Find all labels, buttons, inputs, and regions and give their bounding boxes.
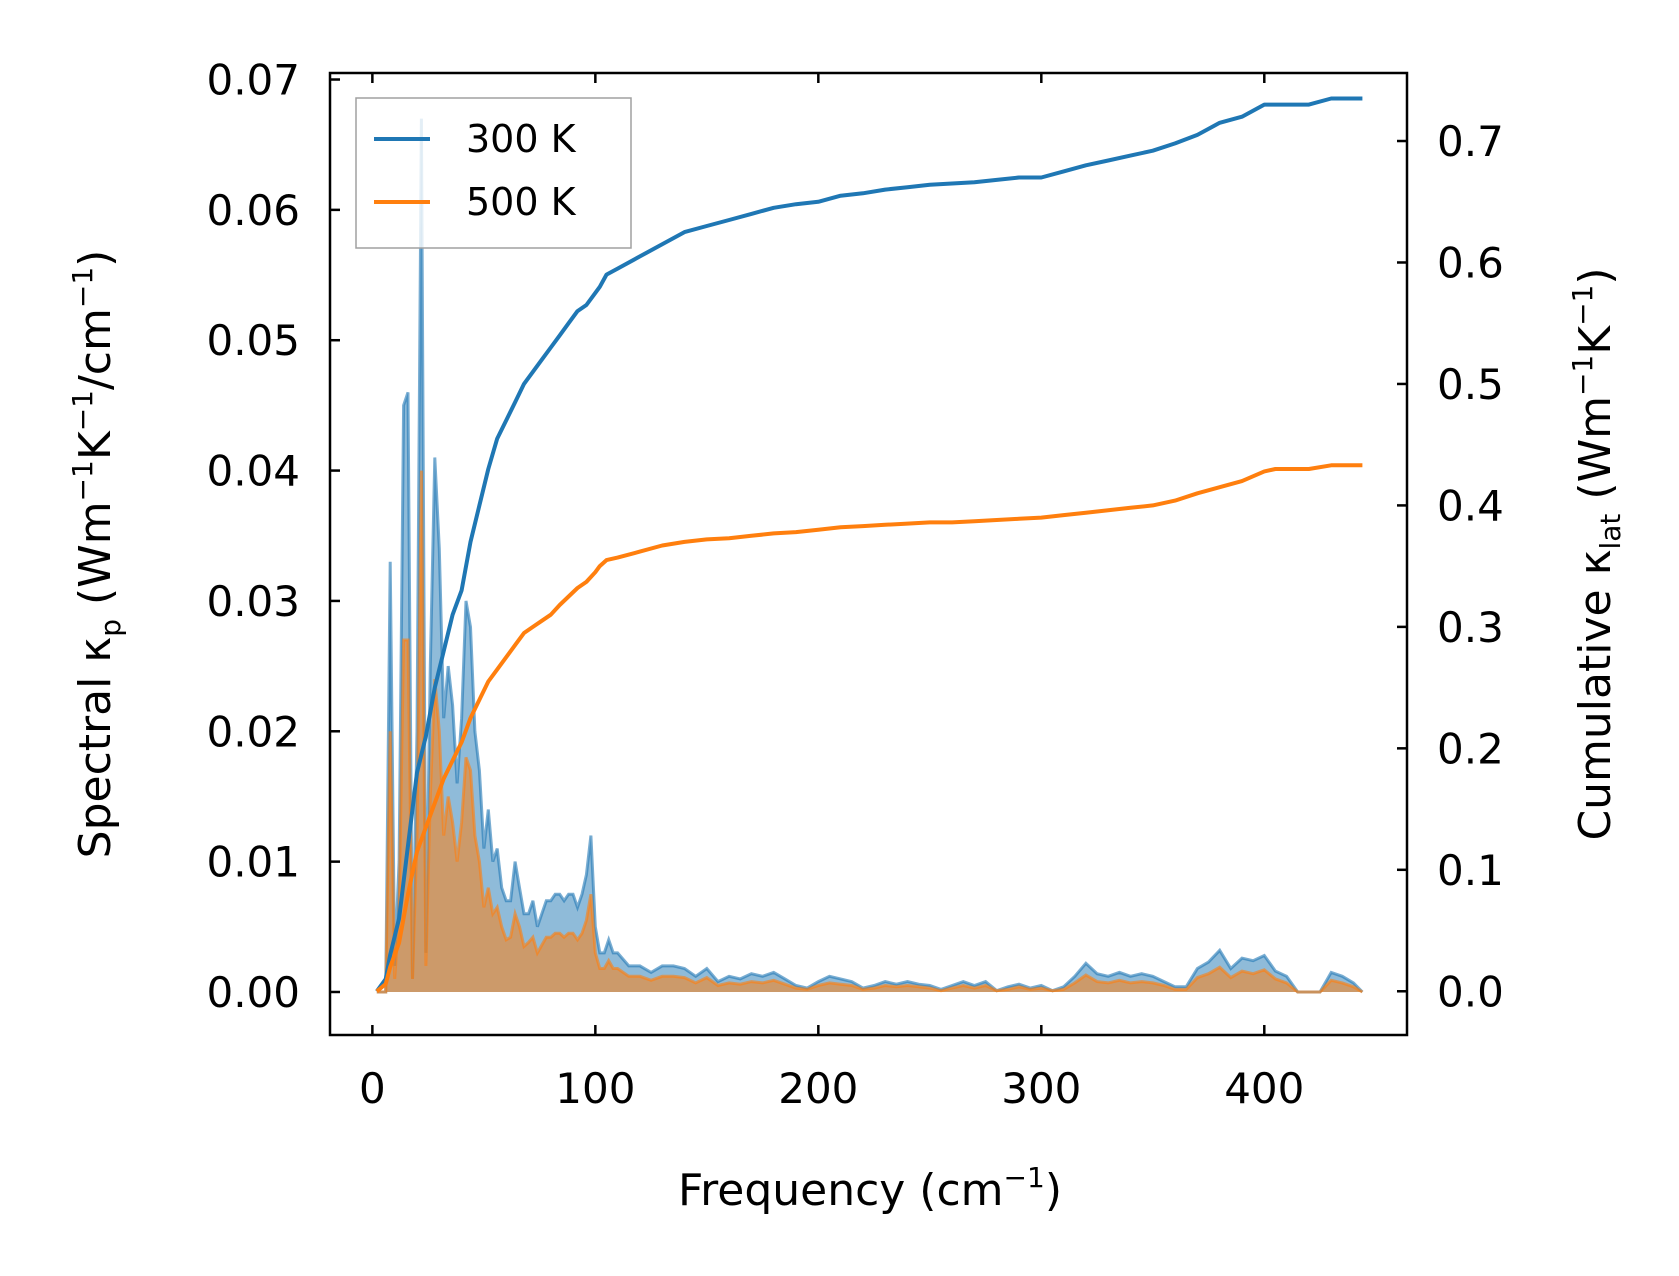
x-tick-label: 200 <box>778 1064 858 1113</box>
x-tick-label: 100 <box>555 1064 635 1113</box>
x-tick-label: 400 <box>1224 1064 1304 1113</box>
plot-frame <box>328 71 1409 1037</box>
y-right-tick-label: 0.0 <box>1437 967 1504 1016</box>
y-left-tick-label: 0.07 <box>206 56 300 105</box>
y-left-tick-label: 0.05 <box>206 316 300 365</box>
axis-ticks: 0 100 200 300 400 0.00 0.01 0.02 0.03 0.04 0.05 0.0… <box>206 56 1503 1113</box>
y-left-tick-label: 0.03 <box>206 577 300 626</box>
cumulative-line-300k <box>375 96 1363 993</box>
y-left-axis-label: Spectral κp (Wm−1K−1/cm−1) <box>66 250 127 859</box>
cumulative-line-500k <box>375 463 1363 993</box>
y-right-axis-label: Cumulative κlat (Wm−1K−1) <box>1566 267 1627 840</box>
y-right-tick-label: 0.3 <box>1437 603 1504 652</box>
spectral-line-500k <box>376 470 1364 994</box>
y-right-tick-label: 0.5 <box>1437 360 1504 409</box>
y-right-tick-label: 0.7 <box>1437 117 1504 166</box>
legend-label-500k: 500 K <box>466 180 577 224</box>
x-axis-label: Frequency (cm−1) <box>678 1161 1062 1216</box>
x-tick-label: 300 <box>1001 1064 1081 1113</box>
spectral-line-300k <box>376 118 1364 994</box>
legend-box <box>355 97 632 249</box>
y-left-tick-label: 0.02 <box>206 707 300 756</box>
y-right-tick-label: 0.6 <box>1437 238 1504 287</box>
y-left-tick-label: 0.04 <box>206 447 300 496</box>
legend-label-300k: 300 K <box>466 117 577 161</box>
plot-area <box>375 96 1364 994</box>
spectral-area-500k <box>376 470 1363 993</box>
legend: 300 K 500 K <box>355 97 632 249</box>
y-right-tick-label: 0.2 <box>1437 724 1504 773</box>
y-right-tick-label: 0.1 <box>1437 846 1504 895</box>
y-left-tick-label: 0.00 <box>206 968 300 1017</box>
x-tick-label: 0 <box>359 1064 386 1113</box>
y-right-tick-label: 0.4 <box>1437 481 1504 530</box>
y-left-tick-label: 0.01 <box>206 838 300 887</box>
y-left-tick-label: 0.06 <box>206 186 300 235</box>
